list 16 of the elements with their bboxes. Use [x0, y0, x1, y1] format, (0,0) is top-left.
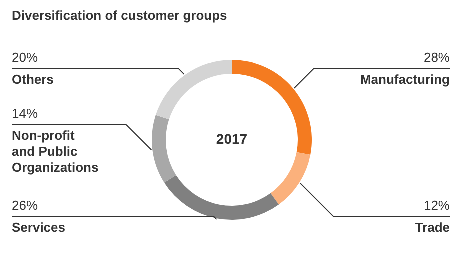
donut-slice — [156, 60, 232, 120]
data-label: 28% — [424, 50, 450, 65]
chart-title: Diversification of customer groups — [12, 8, 228, 23]
donut-slice — [270, 152, 311, 205]
text: 2017 — [216, 131, 248, 147]
slice-label: Trade — [415, 220, 450, 235]
data-label: 26% — [12, 198, 38, 213]
slice-label: Non-profit and Public Organizations — [12, 128, 99, 175]
data-label: 20% — [12, 50, 38, 65]
data-label: 14% — [12, 106, 38, 121]
slice-label: Others — [12, 72, 54, 87]
slice-label: Services — [12, 220, 66, 235]
donut-slice — [152, 115, 176, 183]
slice-label: Manufacturing — [360, 72, 450, 87]
donut-slice — [164, 175, 280, 220]
data-label: 12% — [424, 198, 450, 213]
